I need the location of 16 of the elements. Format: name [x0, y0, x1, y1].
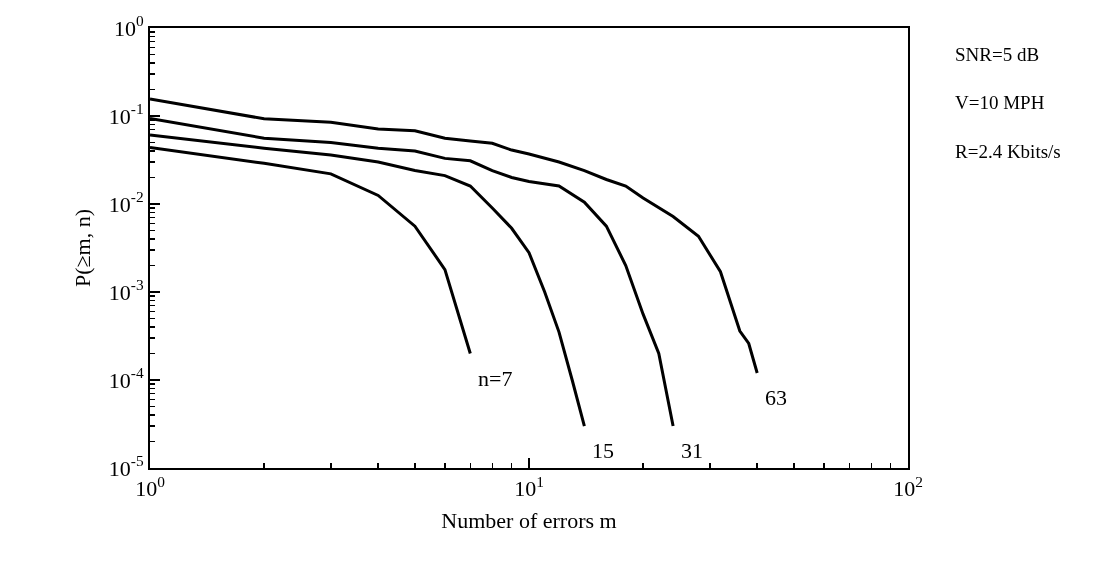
series-label: n=7	[478, 366, 513, 391]
series-label: 31	[681, 438, 703, 463]
y-tick-label: 10$^{-4}$	[108, 364, 144, 393]
y-tick-label: 10$^{0}$	[113, 12, 144, 41]
series-label: 63	[765, 385, 787, 410]
text: SNR=5 dB	[955, 44, 1040, 65]
x-tick-label: 10$^{1}$	[514, 473, 544, 502]
series-label: 15	[592, 438, 614, 463]
y-tick-label: 10$^{-3}$	[108, 276, 144, 305]
text: R=2.4 Kbits/s	[955, 141, 1061, 162]
y-axis-title: P(≥m, n)	[70, 208, 96, 288]
x-tick-label: 10$^{2}$	[893, 473, 923, 502]
y-tick-label: 10$^{-2}$	[108, 188, 144, 217]
x-axis-title: Number of errors m	[441, 507, 617, 533]
y-tick-label: 10$^{-1}$	[108, 100, 144, 129]
text: V=10 MPH	[955, 92, 1045, 113]
